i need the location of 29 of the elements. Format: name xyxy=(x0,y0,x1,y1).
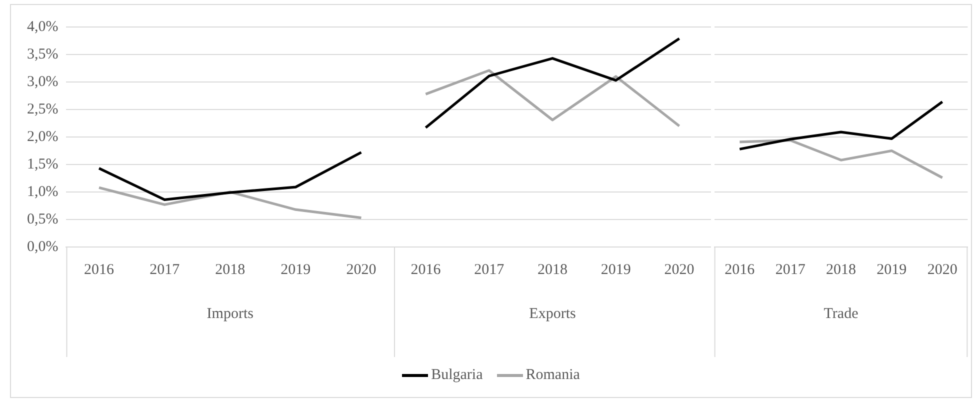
x-tick-label: 2017 xyxy=(775,262,806,278)
x-tick-label: 2018 xyxy=(538,262,568,278)
y-tick-label: 3,0% xyxy=(26,74,58,90)
y-tick-label: 1,0% xyxy=(26,184,58,200)
y-tick-label: 0,0% xyxy=(26,238,58,255)
x-tick-label: 2020 xyxy=(346,262,376,278)
y-tick-label: 0,5% xyxy=(26,211,58,228)
y-tick-label: 2,5% xyxy=(26,101,58,118)
x-axis-title: Imports xyxy=(206,306,254,322)
y-tick-label: 1,5% xyxy=(26,156,58,172)
x-tick-label: 2018 xyxy=(215,262,246,278)
x-tick-label: 2020 xyxy=(927,262,958,278)
x-tick-label: 2016 xyxy=(84,262,115,278)
legend-label: Romania xyxy=(526,367,580,384)
y-tick-label: 4,0% xyxy=(26,18,58,35)
x-axis-title: Exports xyxy=(529,306,576,322)
x-tick-label: 2017 xyxy=(150,262,180,278)
x-tick-label: 2016 xyxy=(410,262,442,278)
y-tick-label: 3,5% xyxy=(26,46,58,62)
legend-label: Bulgaria xyxy=(431,367,483,384)
x-tick-label: 2017 xyxy=(474,262,505,278)
x-tick-label: 2016 xyxy=(724,262,756,278)
x-tick-label: 2019 xyxy=(280,262,311,278)
y-tick-label: 2,0% xyxy=(26,128,58,145)
x-tick-label: 2019 xyxy=(876,262,907,278)
x-tick-label: 2020 xyxy=(664,262,694,278)
x-axis-title: Trade xyxy=(824,306,859,322)
x-tick-label: 2019 xyxy=(600,262,631,278)
x-tick-label: 2018 xyxy=(826,262,856,278)
